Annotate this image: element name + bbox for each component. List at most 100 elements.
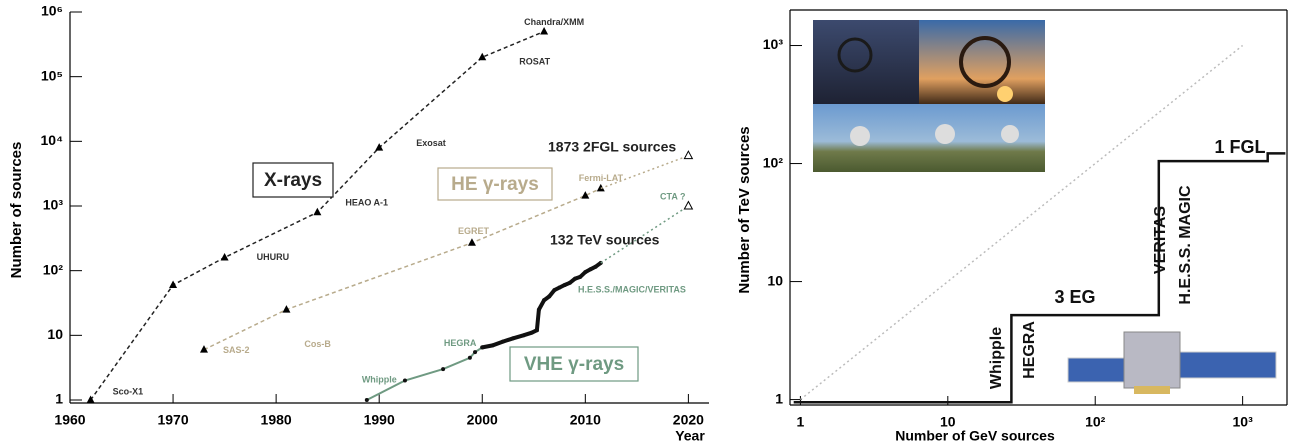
series-label-box — [252, 162, 334, 198]
marker — [542, 298, 547, 303]
y-tick-label: 10⁶ — [41, 3, 63, 19]
marker — [557, 285, 562, 290]
point-label: SAS-2 — [223, 345, 250, 355]
marker — [593, 264, 598, 269]
x-tick-label: 1970 — [157, 412, 188, 428]
dish — [850, 126, 870, 146]
marker — [552, 288, 557, 293]
marker — [529, 330, 534, 335]
marker — [573, 276, 578, 281]
marker — [199, 345, 208, 353]
y-tick-label: 1 — [55, 391, 63, 407]
series-line — [600, 154, 689, 190]
y-tick-label: 10⁵ — [41, 67, 63, 83]
annotation: 1 FGL — [1214, 137, 1265, 157]
annotation: 3 EG — [1054, 287, 1095, 307]
y-axis-title: Number of sources — [8, 142, 25, 279]
dish — [935, 124, 955, 144]
series-line — [203, 187, 602, 351]
marker — [567, 280, 572, 285]
photo — [919, 20, 1045, 104]
series-label-box — [509, 346, 639, 382]
x-tick-label: 1960 — [54, 412, 85, 428]
solar-panel — [1179, 351, 1277, 379]
marker — [547, 294, 552, 299]
annotation: HEGRA — [1021, 321, 1038, 379]
marker — [511, 336, 516, 341]
point-label: Fermi-LAT — [579, 173, 624, 183]
marker — [480, 345, 485, 350]
marker — [282, 305, 291, 313]
annotation: Whipple — [988, 327, 1005, 389]
marker — [86, 395, 95, 403]
x-tick-label: 2000 — [467, 412, 498, 428]
annotation: CTA ? — [660, 191, 686, 201]
marker — [578, 274, 583, 279]
marker — [536, 307, 541, 312]
point-label: HEGRA — [444, 338, 477, 348]
y-tick-label: 10 — [47, 326, 63, 342]
marker — [402, 378, 407, 383]
dish — [959, 36, 1011, 88]
point-label: Chandra/XMM — [524, 17, 584, 27]
marker — [467, 238, 476, 246]
dish — [1001, 125, 1019, 143]
marker — [683, 150, 694, 160]
sun — [997, 86, 1013, 102]
telescope-photos — [813, 20, 1045, 172]
annotation: H.E.S.S./MAGIC/VERITAS — [578, 284, 686, 294]
annotation: H.E.S.S. MAGIC — [1177, 185, 1194, 305]
marker — [467, 355, 472, 360]
x-tick-label: 2010 — [570, 412, 601, 428]
x-tick-label: 1990 — [364, 412, 395, 428]
annotation: VERITAS — [1152, 206, 1169, 274]
satellite — [1067, 331, 1277, 394]
marker — [375, 143, 384, 151]
y-tick-label: 10² — [763, 154, 784, 170]
marker — [581, 191, 590, 199]
x-tick-label: 2020 — [673, 412, 704, 428]
dish — [837, 37, 873, 73]
series-label: HE γ-rays — [451, 174, 539, 195]
marker — [583, 270, 588, 275]
chart: 1960 1970 1980 1990 2000 2010 2020 1 10 10² 10³ 10⁴… — [8, 3, 709, 444]
y-tick-label: 10 — [767, 272, 783, 288]
x-axis-title: Year — [675, 428, 705, 444]
series-line — [481, 261, 602, 350]
marker — [521, 333, 526, 338]
y-tick-label: 1 — [775, 390, 783, 406]
marker — [588, 267, 593, 272]
x-tick-label: 1 — [797, 414, 805, 430]
marker — [364, 398, 369, 402]
marker — [534, 328, 539, 333]
point-label: HEAO A-1 — [345, 198, 388, 208]
y-tick-label: 10³ — [763, 36, 784, 52]
marker — [562, 283, 567, 288]
annotation: 1873 2FGL sources — [548, 139, 676, 155]
point-label: UHURU — [257, 252, 290, 262]
series-label-box — [437, 167, 553, 201]
point-label: Whipple — [362, 374, 397, 384]
marker — [490, 343, 495, 348]
marker — [220, 252, 229, 261]
marker — [500, 339, 505, 344]
y-tick-label: 10³ — [43, 197, 64, 213]
point-label: Cos-B — [304, 339, 331, 349]
point-label: ROSAT — [519, 57, 550, 67]
marker — [441, 367, 446, 372]
point-label: Exosat — [416, 138, 446, 148]
x-tick-label: 1980 — [261, 412, 292, 428]
chart: 1 10 10² 10³ 1 10 10² 10³ Number of GeV sources N… — [736, 9, 1288, 444]
satellite-base — [1134, 386, 1170, 394]
series-label: X-rays — [264, 170, 322, 191]
x-axis-title: Number of GeV sources — [895, 428, 1055, 444]
marker — [683, 200, 694, 210]
x-tick-label: 10² — [1085, 414, 1106, 430]
satellite-body — [1123, 331, 1181, 389]
marker — [478, 52, 487, 61]
y-tick-label: 10² — [43, 261, 64, 277]
point-label: Sco-X1 — [113, 386, 144, 396]
series-line — [793, 152, 1286, 404]
y-tick-label: 10⁴ — [41, 132, 64, 148]
